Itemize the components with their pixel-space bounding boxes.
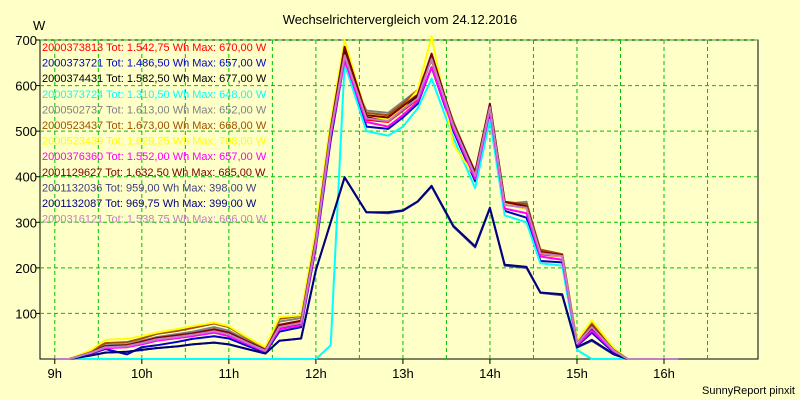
x-tick-label: 16h <box>653 366 675 381</box>
y-tick-label: 700 <box>15 33 37 48</box>
series-lines <box>54 35 679 360</box>
legend-entry: 2000523437 Tot: 1.673,00 Wh Max: 668,00 … <box>42 120 267 132</box>
legend-entry: 2000374431 Tot: 1.582,50 Wh Max: 677,00 … <box>42 73 267 85</box>
y-tick-label: 500 <box>15 124 37 139</box>
legend-entry: 2000316121 Tot: 1.538,75 Wh Max: 666,00 … <box>42 214 267 226</box>
footer-credit: SunnyReport pinxit <box>702 385 795 397</box>
x-tick-label: 10h <box>131 366 153 381</box>
x-tick-label: 14h <box>479 366 501 381</box>
legend-entry: 2000376360 Tot: 1.552,00 Wh Max: 657,00 … <box>42 151 267 163</box>
legend-entry: 2000373721 Tot: 1.486,50 Wh Max: 657,00 … <box>42 58 267 70</box>
legend-entry: 2001132087 Tot: 969,75 Wh Max: 399,00 W <box>42 198 257 210</box>
y-tick-label: 200 <box>15 261 37 276</box>
legend-entry: 2000523439 Tot: 1.629,25 Wh Max: 708,00 … <box>42 136 267 148</box>
x-tick-label: 12h <box>305 366 327 381</box>
axis-ticks: 9h 10h 11h 12h 13h 14h 15h 16h 100 200 300 400 500 60… <box>15 33 675 381</box>
y-tick-label: 300 <box>15 215 37 230</box>
y-axis-unit-label: W <box>33 18 46 33</box>
x-tick-label: 15h <box>566 366 588 381</box>
gridlines <box>40 39 758 359</box>
y-tick-label: 400 <box>15 170 37 185</box>
series-line <box>54 54 679 360</box>
series-line <box>54 62 679 360</box>
legend: 2000373813 Tot: 1.542,75 Wh Max: 670,00 … <box>42 42 267 226</box>
legend-entry: 2001132036 Tot: 959,00 Wh Max: 398,00 W <box>42 182 257 194</box>
y-tick-label: 600 <box>15 79 37 94</box>
y-tick-label: 100 <box>15 306 37 321</box>
legend-entry: 2000373724 Tot: 1.310,50 Wh Max: 648,00 … <box>42 89 267 101</box>
x-tick-label: 11h <box>218 366 239 381</box>
x-tick-label: 9h <box>48 366 62 381</box>
chart-title: Wechselrichtervergleich vom 24.12.2016 <box>283 12 518 27</box>
legend-entry: 2001129627 Tot: 1.632,50 Wh Max: 685,00 … <box>42 167 266 179</box>
series-line <box>54 176 679 360</box>
legend-entry: 2000502737 Tot: 1.613,00 Wh Max: 652,00 … <box>42 104 267 116</box>
x-tick-label: 13h <box>392 366 414 381</box>
legend-entry: 2000373813 Tot: 1.542,75 Wh Max: 670,00 … <box>42 42 267 54</box>
